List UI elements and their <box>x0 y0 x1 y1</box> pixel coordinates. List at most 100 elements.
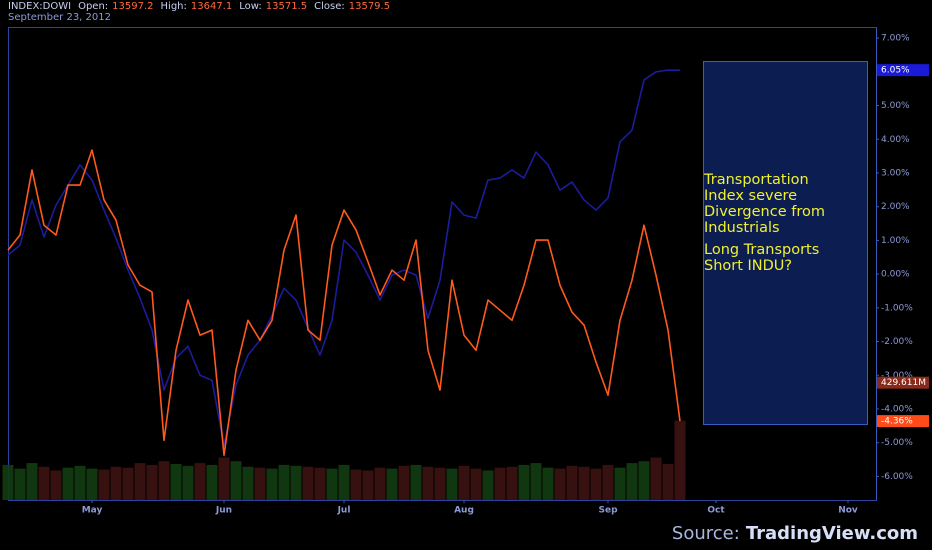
y-tick-label: 4.00% <box>881 135 910 145</box>
volume-label-box <box>877 376 929 389</box>
volume-bar <box>218 457 230 500</box>
series-line <box>7 69 680 447</box>
x-tick-label: May <box>82 506 103 516</box>
volume-bar <box>62 467 74 500</box>
volume-bar <box>134 463 146 500</box>
volume-bar <box>398 465 410 500</box>
volume-bar <box>302 466 314 500</box>
volume-bar <box>122 467 134 500</box>
volume-bar <box>266 468 278 500</box>
header-field-label: Close: <box>314 1 345 12</box>
volume-bar <box>2 464 14 500</box>
volume-bar <box>434 467 446 500</box>
volume-bar <box>290 465 302 500</box>
volume-bar <box>662 464 674 500</box>
source-prefix: Source: <box>672 523 740 544</box>
header-field-value: 13597.2 <box>112 1 153 12</box>
header-symbol: INDEX:DOWI <box>8 1 71 12</box>
x-tick-label: Nov <box>838 506 858 516</box>
volume-bar <box>242 466 254 500</box>
volume-bar <box>374 467 386 500</box>
annotation-text: Divergence from <box>704 204 825 220</box>
source: Source: TradingView.com <box>672 523 918 544</box>
volume-bar <box>446 468 458 500</box>
y-tick-label: 3.00% <box>881 168 910 178</box>
volume-bar <box>38 466 50 500</box>
x-tick-label: Sep <box>598 506 618 516</box>
annotation-text: Short INDU? <box>704 258 792 274</box>
header-field-value: 13647.1 <box>191 1 232 12</box>
volume-bar <box>50 470 62 500</box>
series-line <box>7 149 681 456</box>
volume-label: 429.611M <box>881 378 926 388</box>
y-tick-label: -1.00% <box>881 303 913 313</box>
header: INDEX:DOWI Open: 13597.2 High: 13647.1 Low: 13… <box>8 1 390 12</box>
volume-bar <box>170 464 182 500</box>
y-tick-label: 0.00% <box>881 270 910 280</box>
volume-bar <box>194 463 206 500</box>
source-name: TradingView.com <box>746 523 918 544</box>
volume-bar <box>278 464 290 500</box>
volume-bar <box>362 470 374 500</box>
volume-bar <box>98 469 110 500</box>
x-tick-label: Jul <box>337 506 351 516</box>
y-tick-label: -6.00% <box>881 472 913 482</box>
volume-bar <box>530 463 542 500</box>
annotation-text: Industrials <box>704 220 780 236</box>
y-tick-label: -3.00% <box>881 371 913 381</box>
volume-bar <box>614 467 626 500</box>
header-field-label: High: <box>161 1 187 12</box>
y-tick-label: 1.00% <box>881 236 910 246</box>
volume-bar <box>26 463 38 500</box>
volume-bar <box>578 466 590 500</box>
header-field-value: 13579.5 <box>349 1 390 12</box>
volume-bar <box>590 468 602 500</box>
y-tick-label: -2.00% <box>881 337 913 347</box>
volume-bar <box>230 461 242 500</box>
volume-bar <box>554 468 566 500</box>
volume-bar <box>650 457 662 500</box>
y-tick-label: -4.00% <box>881 404 913 414</box>
last-value-label-box <box>877 64 929 77</box>
volume-bar <box>14 468 26 500</box>
x-tick-label: Jun <box>215 506 232 516</box>
header-line: INDEX:DOWI Open: 13597.2 High: 13647.1 Low: 13… <box>8 1 390 12</box>
volume-bar <box>74 465 86 500</box>
annotation-text: Index severe <box>704 188 797 204</box>
volume-bar <box>110 466 122 500</box>
volume-bar <box>674 420 686 500</box>
y-tick-label: 5.00% <box>881 101 910 111</box>
volume-bar <box>626 463 638 500</box>
volume-bar <box>146 464 158 500</box>
volume-bar <box>158 461 170 500</box>
volume-bar <box>482 470 494 500</box>
x-tick-label: Aug <box>454 506 474 516</box>
volume-bar <box>326 468 338 500</box>
volume-bar <box>338 464 350 500</box>
header-field-value: 13571.5 <box>266 1 307 12</box>
x-tick-label: Oct <box>707 506 725 516</box>
volume-bar <box>386 468 398 500</box>
volume-bar <box>182 465 194 500</box>
volume-bar <box>410 464 422 500</box>
volume-bar <box>314 467 326 500</box>
header-date: September 23, 2012 <box>8 12 111 23</box>
volume-bar <box>86 468 98 500</box>
annotation-text: Transportation <box>703 172 809 188</box>
volume-bar <box>458 465 470 500</box>
volume-bar <box>422 466 434 500</box>
annotation-box <box>703 61 868 425</box>
last-value-label-box <box>877 415 929 428</box>
volume-bar <box>602 464 614 500</box>
volume-bar <box>494 467 506 500</box>
volume-bar <box>506 466 518 500</box>
volume-bar <box>254 467 266 500</box>
y-tick-label: 7.00% <box>881 34 910 44</box>
header-field-label: Open: <box>78 1 108 12</box>
last-value-label: -4.36% <box>881 417 913 427</box>
volume-bar <box>566 465 578 500</box>
volume-bar <box>206 464 218 500</box>
last-value-label: 6.05% <box>881 66 910 76</box>
volume-bar <box>518 464 530 500</box>
